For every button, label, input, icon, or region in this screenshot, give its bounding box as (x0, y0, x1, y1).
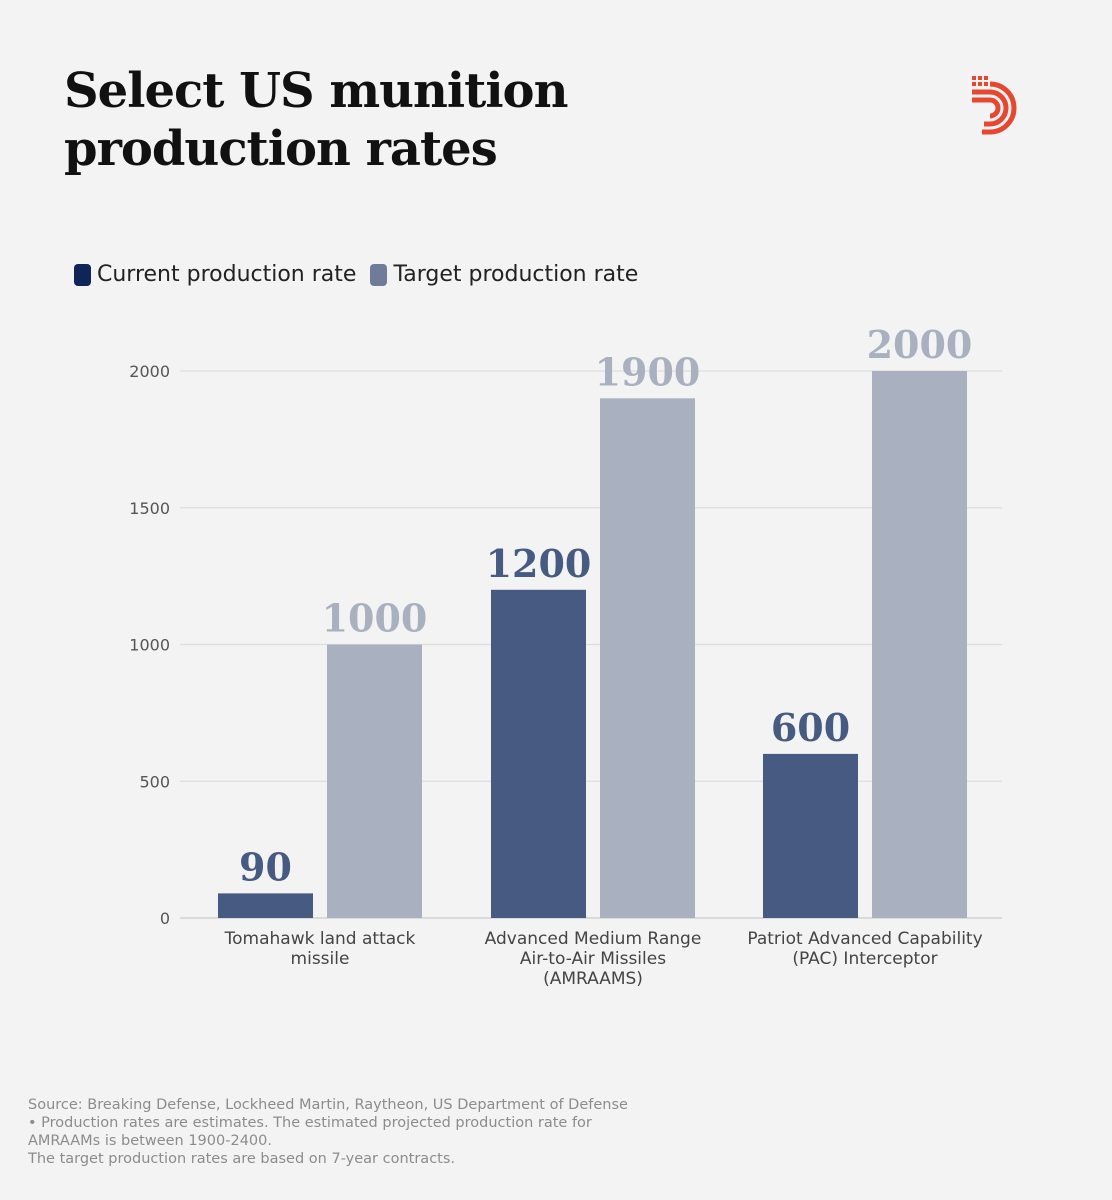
footer-note-3: The target production rates are based on… (28, 1151, 456, 1167)
chart-title: Select US munition production rates (64, 62, 568, 178)
value-label-target-1: 1900 (595, 349, 701, 394)
category-label-2-0: Patriot Advanced Capability (747, 929, 982, 949)
chart-title-line-1: Select US munition (64, 63, 568, 119)
legend-item-target: Target production rate (370, 262, 638, 287)
value-label-current-2: 600 (771, 705, 850, 750)
value-label-current-0: 90 (239, 844, 292, 889)
category-label-1-0: Advanced Medium Range (485, 929, 702, 949)
bar-target-0 (327, 644, 422, 918)
y-tick-label-0: 0 (160, 909, 170, 928)
bar-current-1 (491, 589, 586, 918)
footer-note-1: • Production rates are estimates. The es… (28, 1115, 592, 1131)
bar-current-2 (763, 753, 858, 918)
y-tick-label-500: 500 (139, 772, 170, 791)
bar-current-0 (218, 893, 313, 918)
chart-title-line-2: production rates (64, 121, 498, 177)
brand-logo-icon (972, 76, 1017, 135)
bar-chart: 0 500 1000 1500 2000 90 1200 600 1000 1900 2000 Tom… (129, 322, 1002, 989)
y-tick-label-2000: 2000 (129, 362, 170, 381)
value-label-target-2: 2000 (867, 322, 973, 367)
bar-target-1 (600, 398, 695, 919)
y-tick-label-1500: 1500 (129, 499, 170, 518)
legend-item-current: Current production rate (74, 262, 356, 287)
footer-note-2: AMRAAMs is between 1900-2400. (28, 1133, 272, 1149)
category-label-2-1: (PAC) Interceptor (792, 949, 937, 969)
chart-legend: Current production rate Target productio… (74, 262, 638, 287)
legend-label-target: Target production rate (393, 262, 639, 287)
bar-target-2 (872, 371, 967, 918)
value-label-current-1: 1200 (486, 541, 592, 586)
category-label-0-1: missile (291, 949, 350, 969)
value-label-target-0: 1000 (322, 596, 428, 641)
y-tick-label-1000: 1000 (129, 636, 170, 655)
legend-swatch-current (74, 263, 91, 286)
category-label-1-1: Air-to-Air Missiles (520, 949, 666, 969)
footer-source: Source: Breaking Defense, Lockheed Marti… (28, 1097, 628, 1113)
legend-swatch-target (370, 263, 388, 286)
chart-footer: Source: Breaking Defense, Lockheed Marti… (28, 1096, 628, 1168)
legend-label-current: Current production rate (97, 262, 357, 287)
category-label-0-0: Tomahawk land attack (224, 929, 416, 949)
category-label-1-2: (AMRAAMS) (543, 969, 643, 989)
